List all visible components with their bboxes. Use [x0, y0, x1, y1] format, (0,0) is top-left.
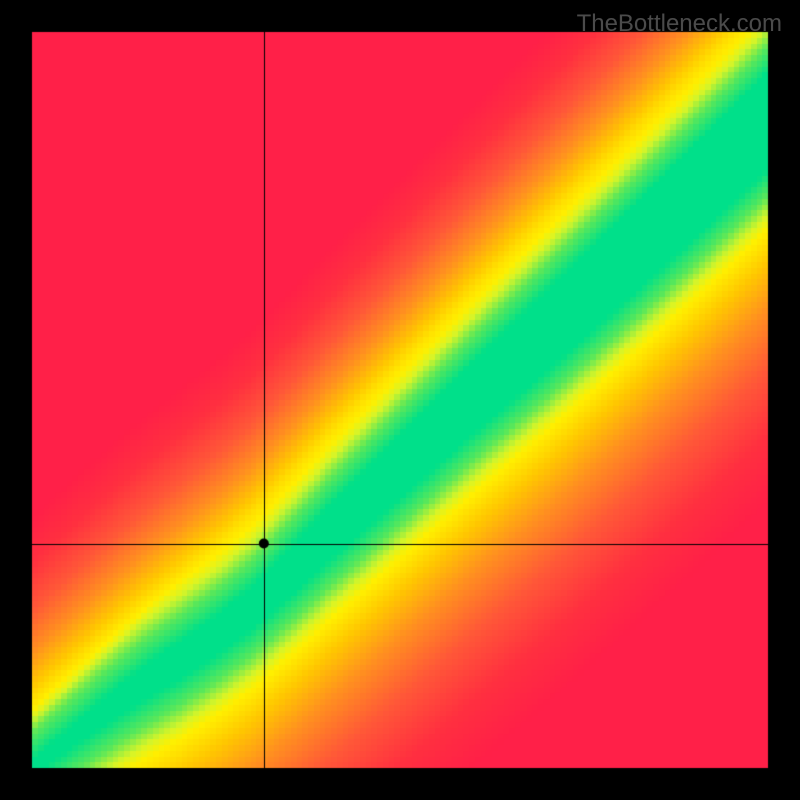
watermark-text: TheBottleneck.com: [577, 10, 782, 38]
chart-container: TheBottleneck.com: [0, 0, 800, 800]
bottleneck-heatmap: [0, 0, 800, 800]
